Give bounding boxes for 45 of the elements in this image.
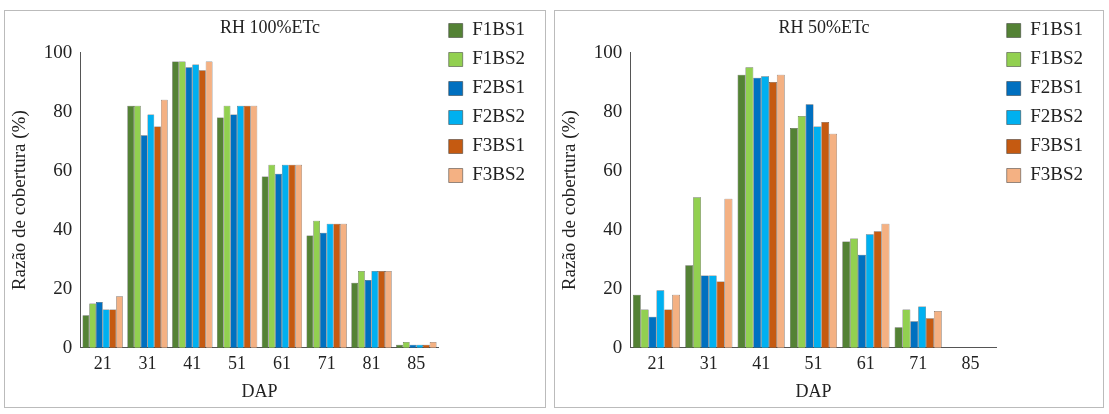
x-tick-label: 61	[856, 353, 875, 374]
x-tick-label: 41	[183, 353, 202, 374]
x-tick-label: 31	[699, 353, 718, 374]
x-tick-label: 61	[272, 353, 291, 374]
y-tick-label: 80	[603, 99, 623, 121]
legend-label: F1BS2	[1030, 47, 1084, 69]
legend-label: F3BS2	[1030, 163, 1084, 185]
legend-label: F2BS1	[472, 76, 526, 98]
legend-label: F3BS2	[472, 163, 526, 185]
x-tick-label: 51	[228, 353, 247, 374]
y-tick-label: 100	[593, 40, 623, 62]
x-tick-label: 71	[909, 353, 928, 374]
legend-label: F1BS1	[1030, 18, 1084, 40]
x-tick-label: 41	[752, 353, 771, 374]
y-tick-label: 20	[603, 276, 623, 298]
y-tick-label: 60	[53, 158, 73, 180]
x-tick-label: 31	[138, 353, 157, 374]
legend-label: F2BS1	[1030, 76, 1084, 98]
legend-label: F2BS2	[1030, 105, 1084, 127]
x-tick-label: 81	[362, 353, 381, 374]
x-tick-label: 85	[961, 353, 980, 374]
legend-label: F1BS2	[472, 47, 526, 69]
y-tick-label: 0	[612, 335, 623, 357]
y-tick-label: 20	[53, 276, 73, 298]
x-axis-title: DAP	[241, 380, 278, 401]
legend-label: F2BS2	[472, 105, 526, 127]
x-tick-label: 51	[804, 353, 823, 374]
x-tick-label: 71	[317, 353, 336, 374]
legend-label: F1BS1	[472, 18, 526, 40]
chart-title: RH 50%ETc	[778, 16, 870, 37]
x-tick-label: 21	[647, 353, 666, 374]
y-tick-label: 40	[603, 217, 623, 239]
x-axis-title: DAP	[795, 380, 832, 401]
chart-title: RH 100%ETc	[219, 16, 321, 37]
x-tick-label: 85	[407, 353, 426, 374]
y-tick-label: 60	[603, 158, 623, 180]
y-axis-title: Razão de cobertura (%)	[8, 110, 31, 291]
y-tick-label: 80	[53, 99, 73, 121]
legend-label: F3BS1	[1030, 134, 1084, 156]
y-axis-title: Razão de cobertura (%)	[558, 110, 581, 291]
y-tick-label: 100	[43, 40, 73, 62]
y-tick-label: 40	[53, 217, 73, 239]
y-tick-label: 0	[62, 335, 73, 357]
x-tick-label: 21	[93, 353, 112, 374]
legend-label: F3BS1	[472, 134, 526, 156]
